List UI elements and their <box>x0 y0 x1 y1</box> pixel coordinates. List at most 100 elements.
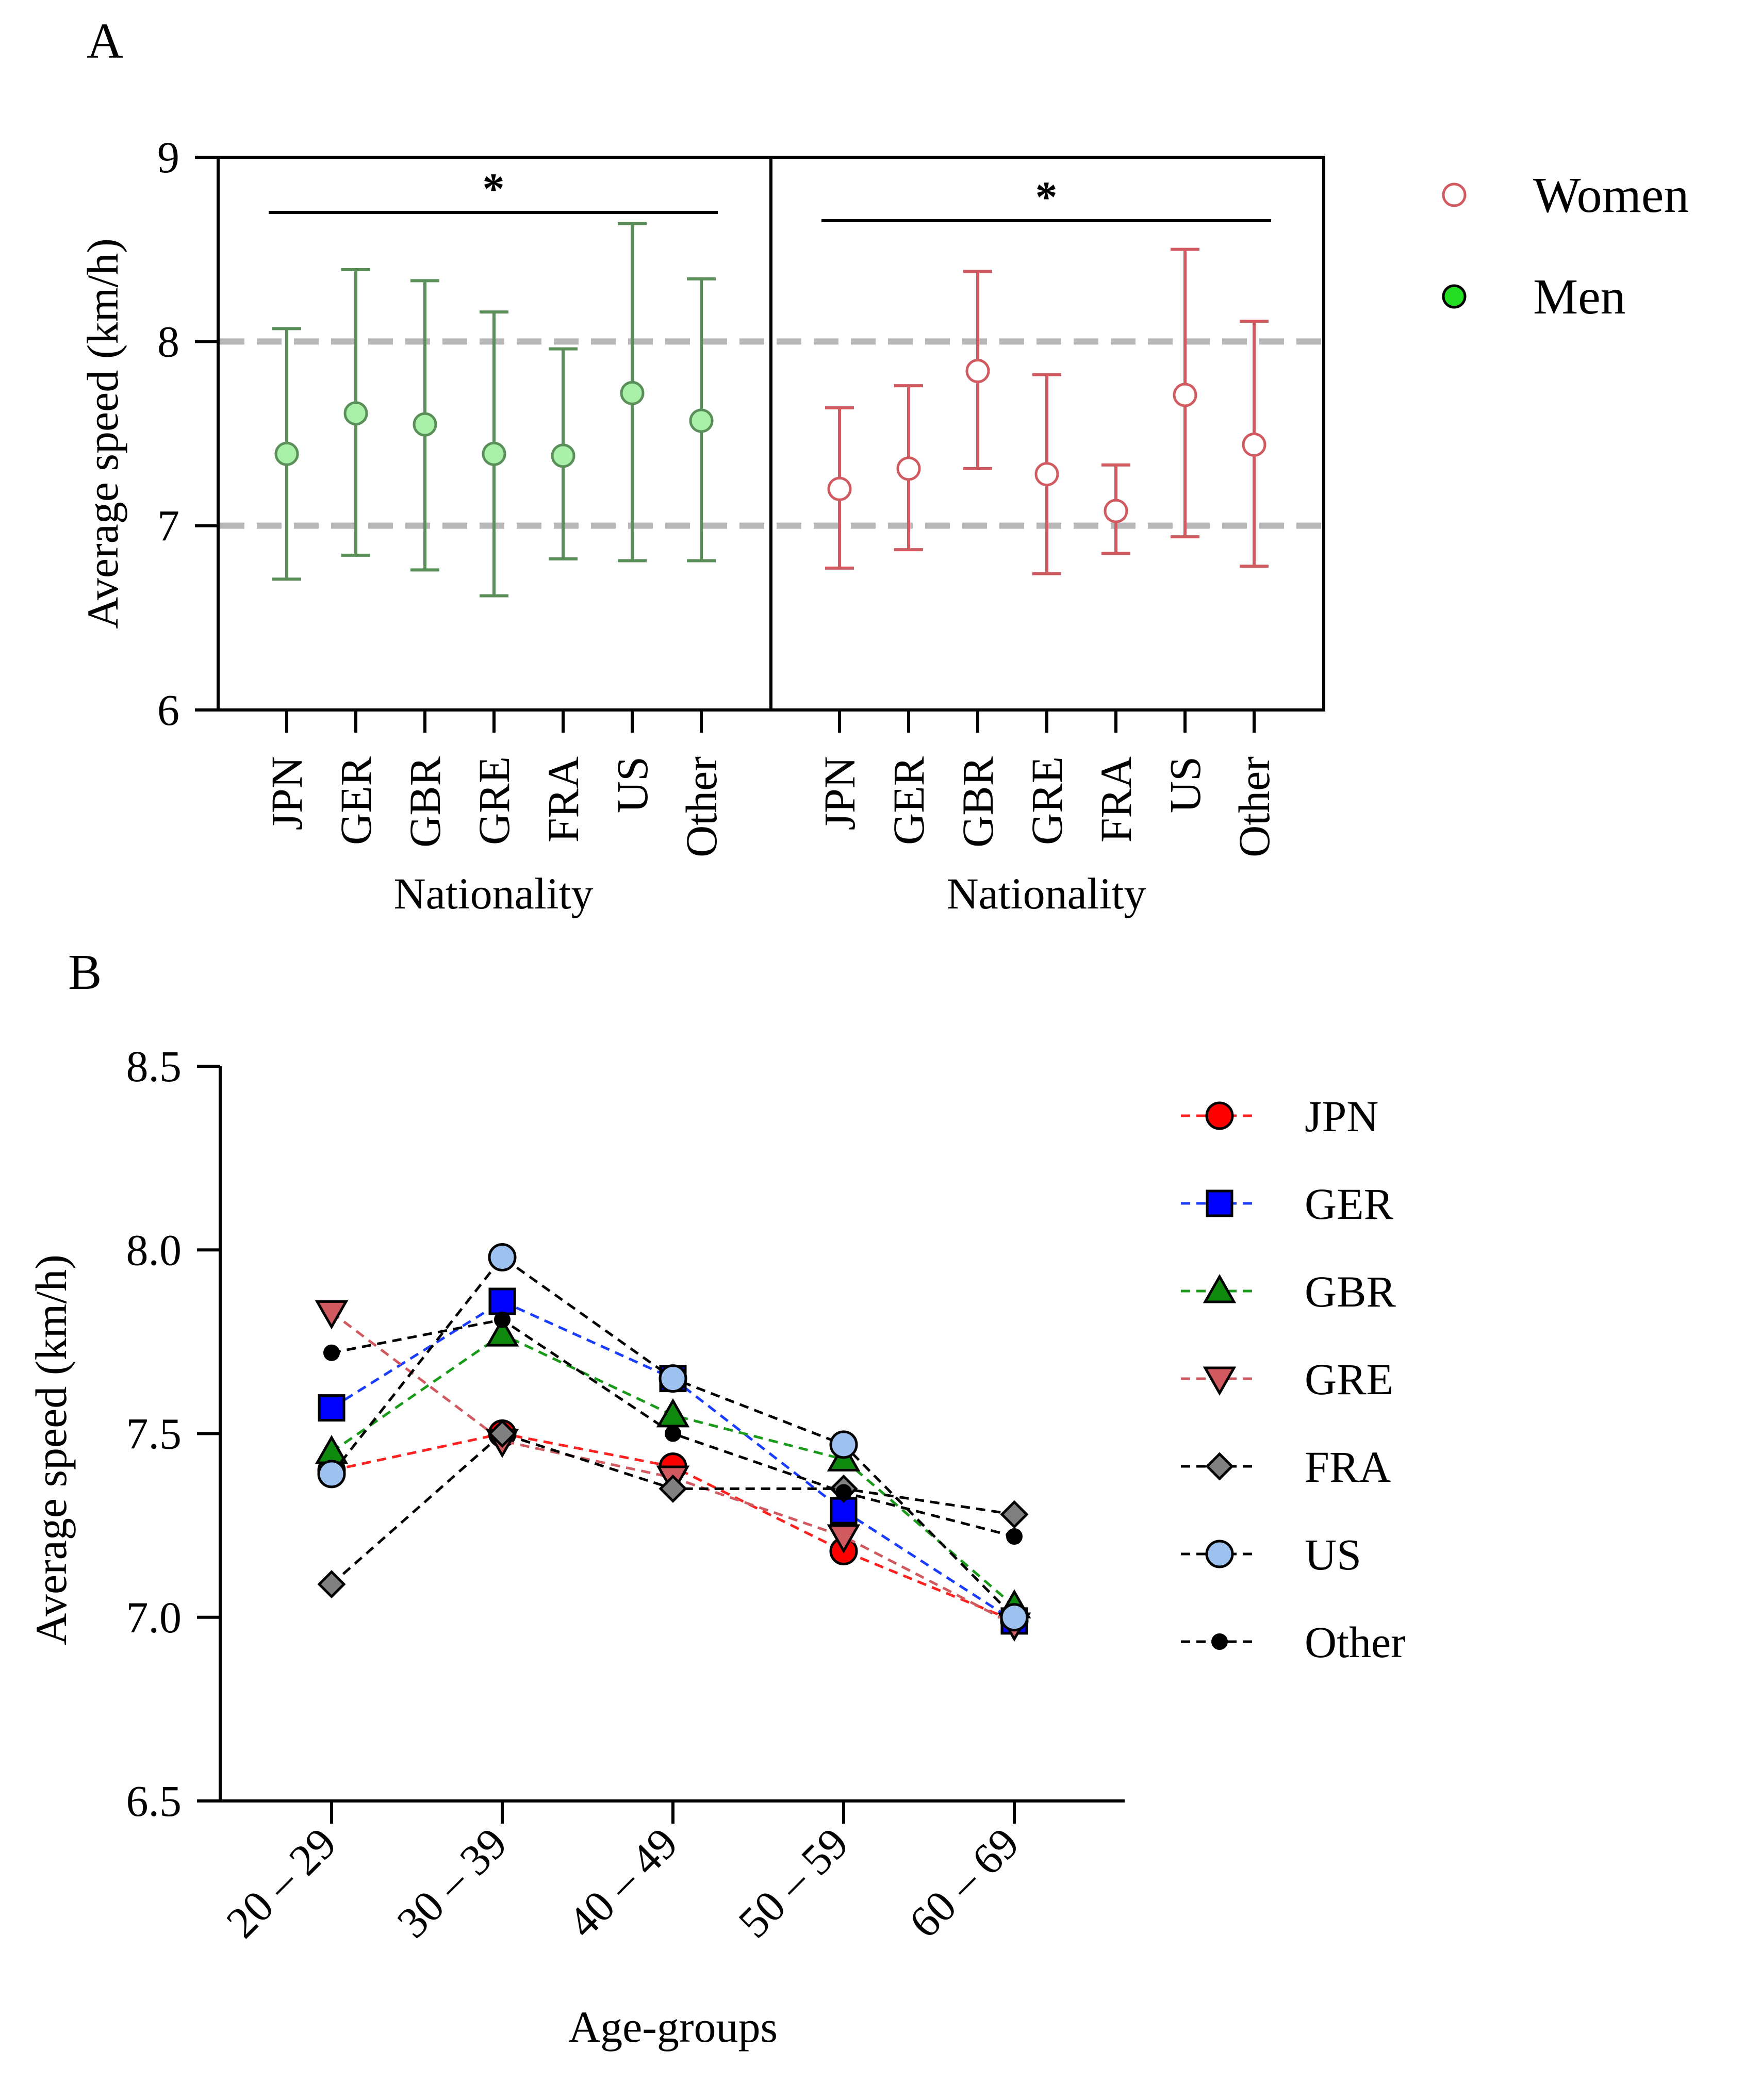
women-point-gre <box>1034 462 1059 487</box>
legend-marker-other <box>1211 1633 1228 1650</box>
legend-label-other: Other <box>1305 1617 1406 1667</box>
women-point-jpn <box>827 476 852 501</box>
women-point-gbr <box>965 359 990 384</box>
legend-label-ger: GER <box>1305 1179 1394 1229</box>
women-x-label-other: Other <box>1229 756 1279 857</box>
series-gre <box>315 1300 1031 1642</box>
point-fra-60-69 <box>1000 1500 1029 1529</box>
men-x-label-jpn: JPN <box>262 756 311 830</box>
women-x-label-gbr: GBR <box>953 756 1002 847</box>
men-significance: * <box>269 164 718 214</box>
men-x-label-ger: GER <box>331 756 381 845</box>
women-x-label-jpn: JPN <box>815 756 864 830</box>
panel-a-y-axis: 6 7 8 9 <box>157 133 218 735</box>
legend-label-us: US <box>1305 1530 1361 1579</box>
point-other-40-49 <box>665 1425 681 1442</box>
point-fra-40-49 <box>659 1474 687 1503</box>
point-us-40-49 <box>659 1364 687 1393</box>
panel-a-label: A <box>87 13 123 69</box>
women-significance: * <box>821 172 1271 222</box>
point-other-20-29 <box>323 1344 340 1361</box>
legend-label-gbr: GBR <box>1305 1267 1396 1316</box>
panel-b: B 6.5 7.0 7.5 8.0 8.5 20 – 29 30 – 39 40 – 49 5… <box>26 945 1406 2052</box>
legend-marker-ger <box>1206 1189 1233 1217</box>
point-gbr-40-49 <box>656 1398 690 1428</box>
point-other-60-69 <box>1006 1528 1023 1545</box>
women-series <box>825 247 1269 575</box>
men-point-gre <box>482 441 506 466</box>
point-ger-20-29 <box>318 1394 345 1422</box>
men-point-other <box>689 408 714 433</box>
legend-label-fra: FRA <box>1305 1442 1391 1492</box>
point-us-60-69 <box>1000 1603 1029 1632</box>
men-x-label-other: Other <box>677 756 726 857</box>
a-y-tick-label-8: 8 <box>157 317 179 366</box>
legend-women-label: Women <box>1533 168 1689 223</box>
women-significance-star: * <box>1035 172 1058 222</box>
men-category-labels: JPN GER GBR GRE FRA US Other <box>262 756 726 857</box>
b-y-tick-label-8.0: 8.0 <box>126 1225 182 1275</box>
women-point-ger <box>896 456 921 481</box>
point-fra-20-29 <box>317 1570 346 1599</box>
men-x-ticks <box>285 710 703 733</box>
panel-b-y-axis: 6.5 7.0 7.5 8.0 8.5 <box>126 1041 220 1826</box>
legend-marker-gbr <box>1203 1274 1237 1303</box>
a-y-tick-label-6: 6 <box>157 685 179 735</box>
b-y-tick-label-7.0: 7.0 <box>126 1593 182 1642</box>
legend-marker-gre <box>1203 1366 1237 1396</box>
b-y-tick-label-7.5: 7.5 <box>126 1409 182 1459</box>
men-point-jpn <box>274 441 299 466</box>
point-us-50-59 <box>829 1430 858 1459</box>
men-point-us <box>620 381 645 405</box>
point-gbr-30-39 <box>485 1317 519 1347</box>
men-x-label-us: US <box>607 756 657 813</box>
b-x-label-20-29: 20 – 29 <box>217 1818 345 1947</box>
series-us <box>317 1243 1029 1632</box>
panel-a: A 6 7 8 9 * * JPN GER GBR GRE FRA US Other JPN GER… <box>78 13 1689 918</box>
men-point-gbr <box>413 412 437 437</box>
women-x-ticks <box>838 710 1256 733</box>
women-x-label-ger: GER <box>884 756 933 845</box>
b-x-label-30-39: 30 – 39 <box>387 1818 516 1947</box>
women-category-labels: JPN GER GBR GRE FRA US Other <box>815 756 1279 857</box>
men-x-label: Nationality <box>394 869 594 918</box>
b-y-tick-label-8.5: 8.5 <box>126 1041 182 1091</box>
point-us-30-39 <box>488 1243 517 1271</box>
women-point-other <box>1242 432 1266 457</box>
point-gbr-20-29 <box>315 1435 349 1464</box>
women-x-label-us: US <box>1160 756 1210 813</box>
legend-label-jpn: JPN <box>1305 1092 1378 1141</box>
point-fra-30-39 <box>488 1419 517 1448</box>
panel-b-legend: JPN GER GBR GRE FRA US Other <box>1181 1092 1406 1667</box>
b-y-tick-label-6.5: 6.5 <box>126 1776 182 1826</box>
men-point-fra <box>551 443 575 468</box>
b-x-label-40-49: 40 – 49 <box>558 1818 687 1947</box>
series-other <box>323 1311 1023 1545</box>
men-x-label-fra: FRA <box>538 756 588 842</box>
women-point-fra <box>1104 499 1128 523</box>
women-x-label-fra: FRA <box>1091 756 1141 842</box>
men-significance-star: * <box>483 164 505 213</box>
a-y-tick-label-7: 7 <box>157 501 179 551</box>
panel-a-legend: Women Men <box>1442 168 1689 325</box>
men-x-label-gre: GRE <box>469 756 519 845</box>
men-x-label-gbr: GBR <box>400 756 450 847</box>
point-ger-30-39 <box>488 1287 516 1315</box>
point-gre-20-29 <box>315 1300 349 1330</box>
legend-men-label: Men <box>1533 269 1626 325</box>
women-x-label: Nationality <box>947 869 1146 918</box>
women-point-us <box>1173 383 1197 407</box>
b-x-label-60-69: 60 – 69 <box>899 1818 1028 1947</box>
men-point-ger <box>343 401 368 426</box>
legend-marker-jpn <box>1205 1101 1234 1130</box>
panel-b-x-label: Age-groups <box>568 2002 778 2052</box>
panel-b-series <box>315 1243 1031 1642</box>
men-series <box>272 222 716 598</box>
legend-marker-us <box>1205 1540 1234 1568</box>
point-other-50-59 <box>835 1484 852 1501</box>
women-x-label-gre: GRE <box>1022 756 1072 845</box>
series-fra <box>317 1419 1029 1599</box>
point-gre-50-59 <box>827 1524 861 1554</box>
point-us-20-29 <box>317 1460 346 1489</box>
